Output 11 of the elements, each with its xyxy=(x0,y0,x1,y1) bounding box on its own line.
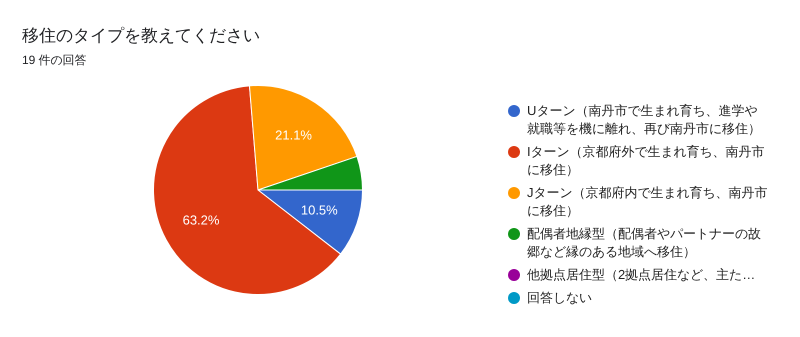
data-label: 63.2% xyxy=(182,212,220,228)
data-label: 10.5% xyxy=(300,202,338,218)
legend-label: 配偶者地縁型（配偶者やパートナーの故郷など縁のある地域へ移住） xyxy=(527,225,762,261)
legend-label: Iターン（京都府外で生まれ育ち、南丹市に移住） xyxy=(527,143,766,179)
legend-label: Jターン（京都府内で生まれ育ち、南丹市に移住） xyxy=(527,184,768,220)
text: 19 件の回答 xyxy=(22,52,87,69)
chart-title: 移住のタイプを教えてください xyxy=(22,25,260,47)
legend-label: Uターン（南丹市で生まれ育ち、進学や就職等を機に離れ、再び南丹市に移住） xyxy=(527,102,762,138)
legend-label: 他拠点居住型（2拠点居住など、主た… xyxy=(527,266,756,284)
data-label: 21.1% xyxy=(275,127,312,142)
legend-label: 回答しない xyxy=(527,289,592,307)
